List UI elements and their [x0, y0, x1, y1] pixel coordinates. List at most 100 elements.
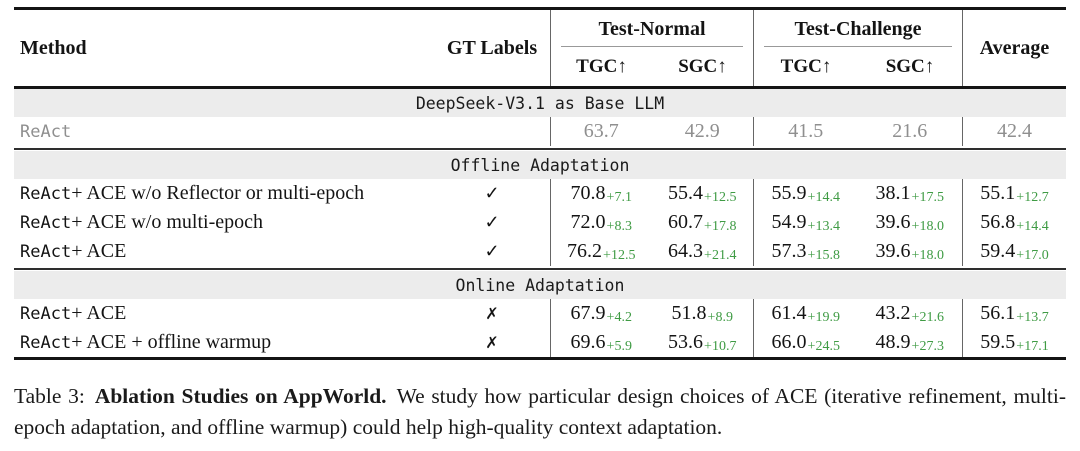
score-value: 72.0 — [570, 211, 606, 233]
gt-labels-cell: ✓ — [434, 237, 550, 266]
value-cell: 67.9 +4.2 — [550, 299, 652, 328]
score-delta: +8.9 — [707, 309, 733, 325]
value-cell: 55.4 +12.5 — [652, 179, 754, 208]
table-body: DeepSeek-V3.1 as Base LLM ReAct 63.7 42.9 41… — [14, 89, 1066, 357]
table-bottom-rule — [14, 357, 1066, 360]
cross-icon: ✗ — [485, 333, 499, 352]
gt-labels-cell: ✓ — [434, 208, 550, 237]
score-delta: +24.5 — [807, 338, 840, 354]
value-cell: 70.8 +7.1 — [550, 179, 652, 208]
score-value: 54.9 — [771, 211, 807, 233]
value-cell: 55.1 +12.7 — [962, 179, 1066, 208]
score-value: 55.9 — [771, 182, 807, 204]
table-row: ReAct + ACE ✓ 76.2 +12.5 64.3 +21.4 57.3 +15.8 3… — [14, 237, 1066, 266]
score-delta: +10.7 — [704, 338, 737, 354]
value-cell: 54.9 +13.4 — [753, 208, 858, 237]
score-value: 60.7 — [668, 211, 704, 233]
gt-labels-cell: ✗ — [434, 328, 550, 357]
score-value: 67.9 — [570, 302, 606, 324]
method-cell: ReAct + ACE + offline warmup — [14, 328, 434, 357]
value-cell: 21.6 — [858, 117, 963, 146]
score-delta: +14.4 — [807, 189, 840, 205]
score-delta: +13.7 — [1016, 309, 1049, 325]
score-delta: +14.4 — [1016, 218, 1049, 234]
method-name-mono: ReAct — [20, 241, 72, 262]
score-delta: +21.6 — [911, 309, 944, 325]
value-cell: 56.8 +14.4 — [962, 208, 1066, 237]
score-value: 59.4 — [980, 240, 1016, 262]
score-delta: +17.1 — [1016, 338, 1049, 354]
method-name-rest: + ACE — [71, 302, 127, 324]
method-name-mono: ReAct — [20, 121, 72, 142]
score-value: 55.1 — [980, 182, 1016, 204]
score-delta: +5.9 — [606, 338, 632, 354]
score-value: 42.4 — [997, 120, 1032, 142]
section-divider-rule — [14, 148, 1066, 150]
column-header-sgc-challenge: SGC↑ — [885, 56, 935, 77]
column-header-gt-labels: GT Labels — [446, 36, 538, 59]
score-delta: +17.0 — [1016, 247, 1049, 263]
group-label-test-normal: Test-Normal — [551, 10, 753, 48]
gt-labels-cell: ✓ — [434, 179, 550, 208]
score-value: 38.1 — [875, 182, 911, 204]
method-name-mono: ReAct — [20, 212, 72, 233]
score-value: 64.3 — [668, 240, 704, 262]
column-group-test-normal: Test-Normal TGC↑ SGC↑ — [550, 10, 753, 86]
column-header-tgc-normal: TGC↑ — [576, 56, 627, 77]
value-cell: 61.4 +19.9 — [753, 299, 858, 328]
method-cell: ReAct + ACE — [14, 299, 434, 328]
value-cell: 76.2 +12.5 — [550, 237, 652, 266]
method-name-rest: + ACE — [71, 240, 127, 262]
table-row: ReAct + ACE ✗ 67.9 +4.2 51.8 +8.9 61.4 +19.9 43.… — [14, 299, 1066, 328]
value-cell: 69.6 +5.9 — [550, 328, 652, 357]
method-cell: ReAct + ACE w/o multi-epoch — [14, 208, 434, 237]
method-name-rest: + ACE + offline warmup — [71, 331, 272, 353]
section-banner: Online Adaptation — [14, 271, 1066, 299]
value-cell: 41.5 — [753, 117, 858, 146]
score-delta: +17.5 — [911, 189, 944, 205]
score-delta: +19.9 — [807, 309, 840, 325]
score-value: 41.5 — [788, 120, 824, 142]
section-banner: Offline Adaptation — [14, 151, 1066, 179]
value-cell: 56.1 +13.7 — [962, 299, 1066, 328]
method-cell: ReAct + ACE w/o Reflector or multi-epoch — [14, 179, 434, 208]
score-value: 43.2 — [875, 302, 911, 324]
value-cell: 60.7 +17.8 — [652, 208, 754, 237]
ablation-table: Method GT Labels Test-Normal TGC↑ SGC↑ T… — [14, 7, 1066, 360]
column-header-method: Method — [20, 36, 87, 59]
score-delta: +13.4 — [807, 218, 840, 234]
section-divider-rule — [14, 268, 1066, 270]
score-value: 39.6 — [875, 211, 911, 233]
value-cell: 51.8 +8.9 — [652, 299, 754, 328]
group-label-test-challenge: Test-Challenge — [754, 10, 962, 48]
table-row: ReAct 63.7 42.9 41.5 21.6 42.4 — [14, 117, 1066, 146]
score-delta: +7.1 — [606, 189, 632, 205]
score-value: 55.4 — [668, 182, 704, 204]
table-header: Method GT Labels Test-Normal TGC↑ SGC↑ T… — [14, 10, 1066, 86]
method-name-mono: ReAct — [20, 183, 72, 204]
method-name-rest: + ACE w/o multi-epoch — [71, 211, 264, 233]
score-value: 57.3 — [771, 240, 807, 262]
score-delta: +12.7 — [1016, 189, 1049, 205]
score-value: 48.9 — [875, 331, 911, 353]
score-value: 21.6 — [892, 120, 928, 142]
table-caption: Table 3: Ablation Studies on AppWorld. We … — [14, 381, 1066, 443]
score-delta: +17.8 — [704, 218, 737, 234]
score-delta: +4.2 — [606, 309, 632, 325]
score-value: 70.8 — [570, 182, 606, 204]
value-cell: 63.7 — [550, 117, 652, 146]
value-cell: 43.2 +21.6 — [858, 299, 963, 328]
caption-prefix: Table 3: — [14, 384, 85, 408]
column-header-sgc-normal: SGC↑ — [678, 56, 727, 77]
score-value: 66.0 — [771, 331, 807, 353]
value-cell: 72.0 +8.3 — [550, 208, 652, 237]
method-cell: ReAct — [14, 117, 434, 146]
score-value: 56.1 — [980, 302, 1016, 324]
value-cell: 57.3 +15.8 — [753, 237, 858, 266]
score-value: 53.6 — [668, 331, 704, 353]
score-delta: +27.3 — [911, 338, 944, 354]
gt-labels-cell — [434, 117, 550, 146]
method-name-mono: ReAct — [20, 303, 72, 324]
value-cell: 53.6 +10.7 — [652, 328, 754, 357]
caption-text: We study how particular design choices o… — [14, 384, 1066, 439]
